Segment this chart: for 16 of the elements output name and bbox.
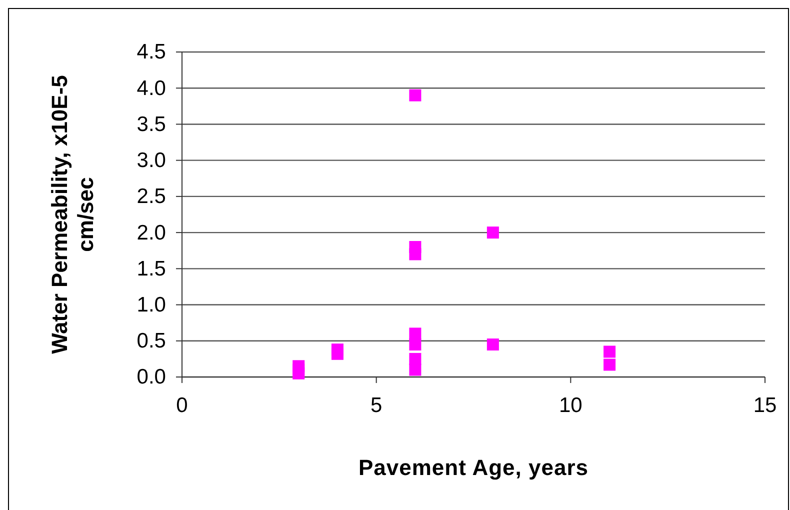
y-tick-label: 0.0: [136, 366, 166, 389]
y-axis-title: Water Permeability, x10E-5 cm/sec: [47, 75, 98, 354]
y-tick-label: 4.5: [136, 40, 166, 64]
y-tick-label: 3.5: [136, 112, 166, 136]
y-tick-label: 2.5: [136, 185, 166, 208]
y-tick-label: 4.0: [136, 76, 166, 100]
x-tick-label: 15: [753, 394, 777, 417]
x-axis-title: Pavement Age, years: [358, 455, 589, 480]
y-tick-label: 2.0: [136, 221, 166, 244]
y-tick-label: 1.5: [136, 257, 166, 280]
x-tick-label: 10: [558, 394, 582, 417]
y-tick-label: 0.5: [136, 330, 166, 353]
x-tick-label: 5: [370, 394, 382, 417]
y-tick-label: 3.0: [136, 149, 166, 172]
x-tick-label: 0: [176, 394, 188, 417]
y-tick-label: 1.0: [136, 294, 166, 316]
